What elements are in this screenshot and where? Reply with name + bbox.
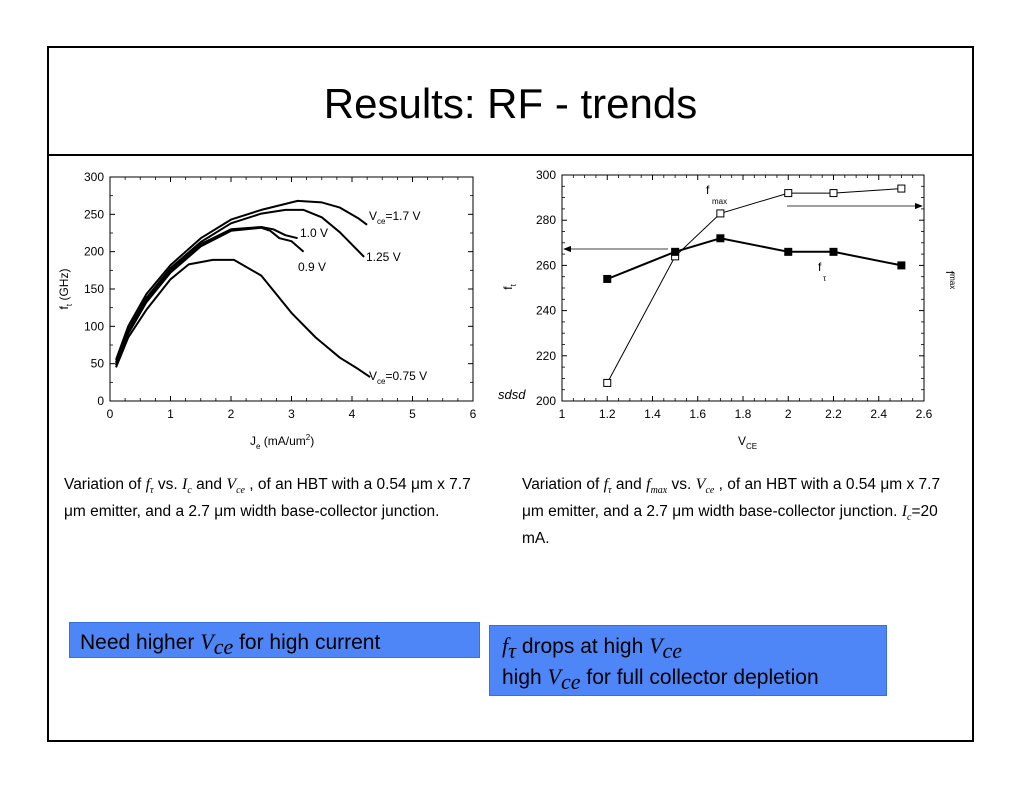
- x-tick-label: 4: [349, 407, 356, 421]
- data-point-ftau: [784, 247, 793, 256]
- y-tick-label: 260: [536, 258, 556, 272]
- y-tick-label: 200: [84, 245, 104, 259]
- y-tick-label: 300: [84, 170, 104, 184]
- y-tick-label: 250: [84, 207, 104, 221]
- callout-right: fτ drops at high Vce high Vce for full c…: [489, 625, 887, 696]
- y-axis-label: ft (GHz): [57, 269, 74, 310]
- caption-left: Variation of fτ vs. Ic and Vce , of an H…: [64, 476, 471, 521]
- series-line-2: [115, 226, 298, 365]
- x-axis-label: Je (mA/um2): [250, 433, 314, 451]
- series-line-3: [115, 226, 305, 366]
- y-axis-left-label: ft: [501, 283, 518, 289]
- y-tick-label: 200: [536, 394, 556, 408]
- chart-ft-vs-je: 0 1 2 3 4 5 6 0 50 100 150 200 250 300 ft (GHz) Je (m…: [57, 170, 477, 451]
- series-line-fmax: [606, 188, 902, 384]
- y-axis-right-label: fmax: [943, 271, 957, 289]
- x-tick-label: 2: [228, 407, 235, 421]
- series-label-ftau: fτ: [818, 260, 827, 283]
- series-line-4: [115, 258, 371, 378]
- x-tick-label: 1.2: [599, 407, 616, 421]
- x-tick-label: 2: [785, 407, 792, 421]
- x-tick-label: 1.6: [689, 407, 706, 421]
- data-point-fmax: [897, 184, 906, 193]
- stray-text: sdsd: [498, 387, 526, 402]
- y-tick-label: 300: [536, 168, 556, 182]
- y-tick-label: 150: [84, 282, 104, 296]
- series-line-ftau: [606, 237, 902, 280]
- curve-label-1-25v: 1.25 V: [366, 250, 401, 264]
- curve-label-1-0v: 1.0 V: [300, 226, 328, 240]
- data-point-fmax: [603, 378, 612, 387]
- data-point-fmax: [784, 189, 793, 198]
- caption-right: Variation of fτ and fmax vs. Vce , of an…: [522, 476, 941, 548]
- data-point-ftau: [716, 234, 725, 243]
- data-point-ftau: [671, 247, 680, 256]
- x-tick-label: 2.6: [916, 407, 933, 421]
- series-label-fmax: fmax: [706, 183, 727, 206]
- series-line-0: [115, 199, 368, 361]
- y-tick-label: 240: [536, 304, 556, 318]
- y-tick-label: 280: [536, 213, 556, 227]
- data-point-fmax: [829, 189, 838, 198]
- title-divider: [47, 154, 974, 156]
- curve-label-1-7v: Vce=1.7 V: [369, 209, 421, 226]
- curve-label-0-9v: 0.9 V: [298, 260, 326, 274]
- x-tick-label: 6: [470, 407, 477, 421]
- callout-left: Need higher Vce for high current: [69, 622, 480, 659]
- chart-ft-fmax-vs-vce: 1 1.2 1.4 1.6 1.8 2 2.2 2.4 2.6 200 220 240 260 280 30…: [498, 168, 957, 451]
- slide-title: Results: RF - trends: [323, 80, 698, 127]
- x-tick-label: 0: [107, 407, 114, 421]
- x-tick-label: 1.4: [644, 407, 661, 421]
- slide-frame: [47, 46, 974, 742]
- y-tick-label: 50: [91, 357, 105, 371]
- x-tick-label: 5: [409, 407, 416, 421]
- data-point-fmax: [716, 209, 725, 218]
- data-point-ftau: [603, 274, 612, 283]
- data-point-ftau: [829, 247, 838, 256]
- curve-label-0-75v: Vce=0.75 V: [369, 369, 427, 386]
- x-tick-label: 2.4: [870, 407, 887, 421]
- y-tick-label: 100: [84, 319, 104, 333]
- x-axis-label: VCE: [738, 434, 757, 451]
- x-tick-label: 1: [559, 407, 566, 421]
- x-tick-label: 3: [288, 407, 295, 421]
- data-point-ftau: [897, 261, 906, 270]
- y-tick-label: 0: [97, 394, 104, 408]
- x-tick-label: 2.2: [825, 407, 842, 421]
- series-line-1: [115, 208, 365, 363]
- x-tick-label: 1: [167, 407, 174, 421]
- x-tick-label: 1.8: [735, 407, 752, 421]
- y-tick-label: 220: [536, 349, 556, 363]
